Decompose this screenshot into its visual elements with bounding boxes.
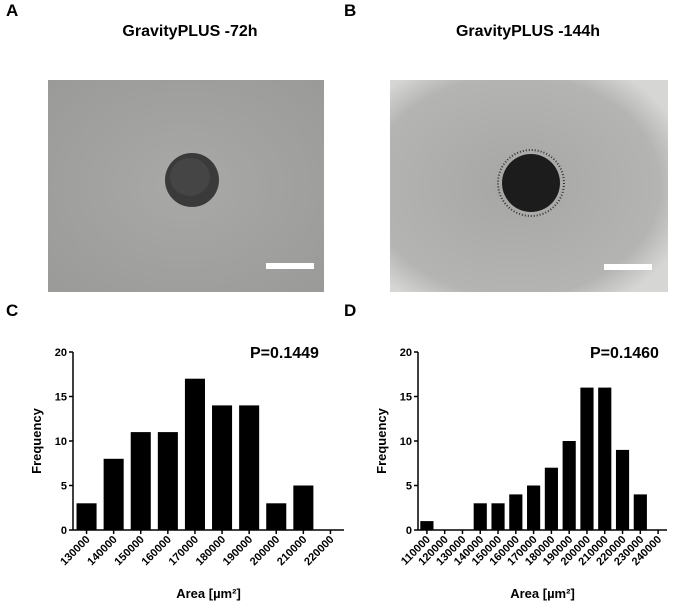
x-axis-label: Area [µm²] xyxy=(510,586,575,601)
bar xyxy=(184,378,205,530)
y-axis-label: Frequency xyxy=(29,407,44,474)
bar xyxy=(598,387,612,530)
bar xyxy=(130,432,151,530)
bar xyxy=(76,503,97,530)
bar xyxy=(491,503,505,530)
panel-title: GravityPLUS -144h xyxy=(456,23,600,40)
bar xyxy=(420,521,434,530)
y-axis-label: Frequency xyxy=(374,407,389,474)
panel-label: B xyxy=(344,1,356,20)
x-axis-label: Area [µm²] xyxy=(176,586,241,601)
panel-label: A xyxy=(6,1,18,20)
y-tick-label: 15 xyxy=(55,392,67,404)
micrograph-a xyxy=(48,80,324,292)
annotation: P=0.1460 xyxy=(590,345,659,362)
bar xyxy=(509,494,523,530)
bar xyxy=(527,485,541,530)
y-tick-label: 20 xyxy=(400,347,412,359)
bar xyxy=(266,503,287,530)
x-tick-label: 220000 xyxy=(302,534,336,568)
y-tick-label: 0 xyxy=(61,525,67,537)
bar xyxy=(212,405,233,530)
y-tick-label: 10 xyxy=(55,436,67,448)
bar xyxy=(562,441,576,530)
y-tick-label: 15 xyxy=(400,392,412,404)
bar xyxy=(633,494,647,530)
y-tick-label: 5 xyxy=(406,481,412,493)
y-tick-label: 10 xyxy=(400,436,412,448)
panel-label: C xyxy=(6,301,18,320)
y-tick-label: 20 xyxy=(55,347,67,359)
bar xyxy=(615,449,630,530)
y-tick-label: 0 xyxy=(406,525,412,537)
panel-title: GravityPLUS -72h xyxy=(122,23,257,40)
bar xyxy=(157,432,178,530)
bar xyxy=(544,467,558,530)
y-tick-label: 5 xyxy=(61,481,67,493)
bar xyxy=(239,405,260,530)
bar xyxy=(580,387,594,530)
bar xyxy=(293,485,314,530)
annotation: P=0.1449 xyxy=(250,345,319,362)
micrograph-b xyxy=(390,80,668,292)
bar xyxy=(473,503,487,530)
bar xyxy=(103,458,124,530)
panel-label: D xyxy=(344,301,356,320)
